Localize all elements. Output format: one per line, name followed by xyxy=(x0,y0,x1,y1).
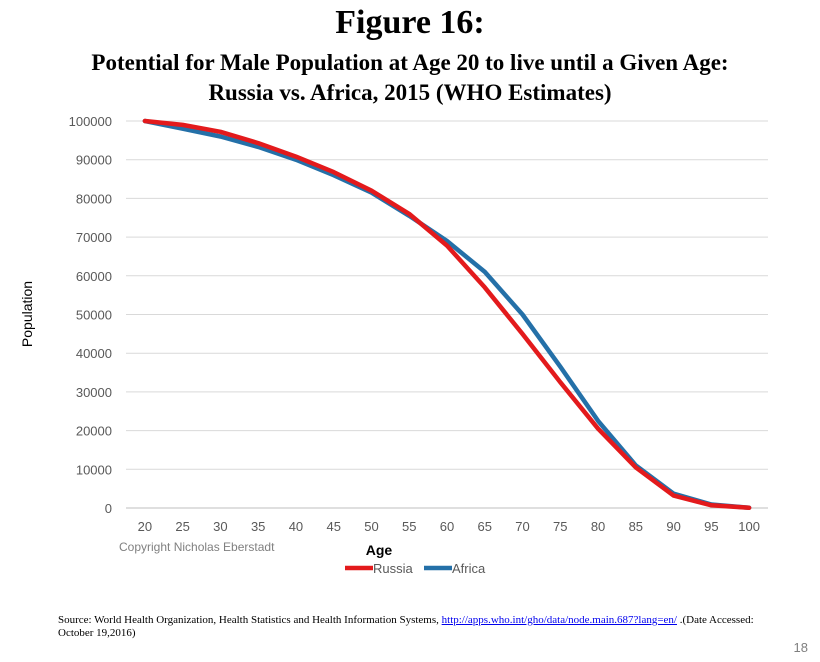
x-tick-label: 30 xyxy=(213,519,227,534)
chart-subtitle-line-2: Russia vs. Africa, 2015 (WHO Estimates) xyxy=(208,80,612,105)
y-tick-label: 0 xyxy=(105,501,112,516)
copyright-notice: Copyright Nicholas Eberstadt xyxy=(119,540,275,554)
x-tick-label: 85 xyxy=(629,519,643,534)
y-tick-label: 100000 xyxy=(69,114,112,129)
series-lines xyxy=(142,118,752,511)
x-tick-label: 100 xyxy=(738,519,760,534)
x-tick-label: 70 xyxy=(515,519,529,534)
legend-label-africa: Africa xyxy=(452,561,486,576)
y-tick-label: 80000 xyxy=(76,191,112,206)
y-tick-label: 30000 xyxy=(76,385,112,400)
x-tick-label: 25 xyxy=(175,519,189,534)
legend: Russia Africa xyxy=(345,561,486,576)
y-axis-label: Population xyxy=(19,281,35,347)
source-link[interactable]: http://apps.who.int/gho/data/node.main.6… xyxy=(441,614,677,626)
chart-subtitle-line-1: Potential for Male Population at Age 20 … xyxy=(91,50,729,75)
x-tick-label: 45 xyxy=(326,519,340,534)
y-tick-label: 20000 xyxy=(76,424,112,439)
y-axis-ticks: 0 10000 20000 30000 40000 50000 60000 70000 8000… xyxy=(69,114,112,516)
y-tick-label: 40000 xyxy=(76,346,112,361)
y-tick-label: 70000 xyxy=(76,230,112,245)
line-chart: 0 10000 20000 30000 40000 50000 60000 70000 8000… xyxy=(19,114,768,576)
source-prefix: Source: World Health Organization, Healt… xyxy=(58,614,442,626)
x-tick-label: 75 xyxy=(553,519,567,534)
x-tick-label: 40 xyxy=(289,519,303,534)
y-tick-label: 50000 xyxy=(76,308,112,323)
y-tick-label: 10000 xyxy=(76,462,112,477)
page-number: 18 xyxy=(793,640,808,655)
x-tick-label: 60 xyxy=(440,519,454,534)
x-tick-label: 55 xyxy=(402,519,416,534)
x-tick-label: 95 xyxy=(704,519,718,534)
x-axis-ticks: 20 25 30 35 40 45 50 55 60 65 70 75 80 85 90 95 100 xyxy=(138,519,760,534)
source-note: Source: World Health Organization, Healt… xyxy=(58,614,758,640)
x-tick-label: 50 xyxy=(364,519,378,534)
x-tick-label: 65 xyxy=(478,519,492,534)
source-suffix: .(Date Accessed: October 19,2016) xyxy=(58,614,754,639)
x-tick-label: 35 xyxy=(251,519,265,534)
x-axis-label: Age xyxy=(366,542,393,558)
legend-label-russia: Russia xyxy=(373,561,414,576)
x-tick-label: 80 xyxy=(591,519,605,534)
y-tick-label: 90000 xyxy=(76,153,112,168)
y-tick-label: 60000 xyxy=(76,269,112,284)
series-line-russia xyxy=(142,118,752,511)
gridlines xyxy=(126,120,768,509)
x-tick-label: 20 xyxy=(138,519,152,534)
x-tick-label: 90 xyxy=(666,519,680,534)
figure-label: Figure 16: xyxy=(335,4,485,41)
